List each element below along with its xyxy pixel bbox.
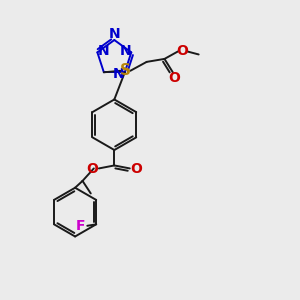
Text: O: O: [176, 44, 188, 58]
Text: N: N: [112, 67, 124, 81]
Text: F: F: [76, 219, 85, 233]
Text: O: O: [168, 71, 180, 85]
Text: O: O: [86, 162, 98, 176]
Text: S: S: [120, 63, 131, 78]
Text: N: N: [119, 44, 131, 58]
Text: N: N: [109, 27, 120, 41]
Text: N: N: [98, 44, 109, 58]
Text: O: O: [130, 162, 142, 176]
